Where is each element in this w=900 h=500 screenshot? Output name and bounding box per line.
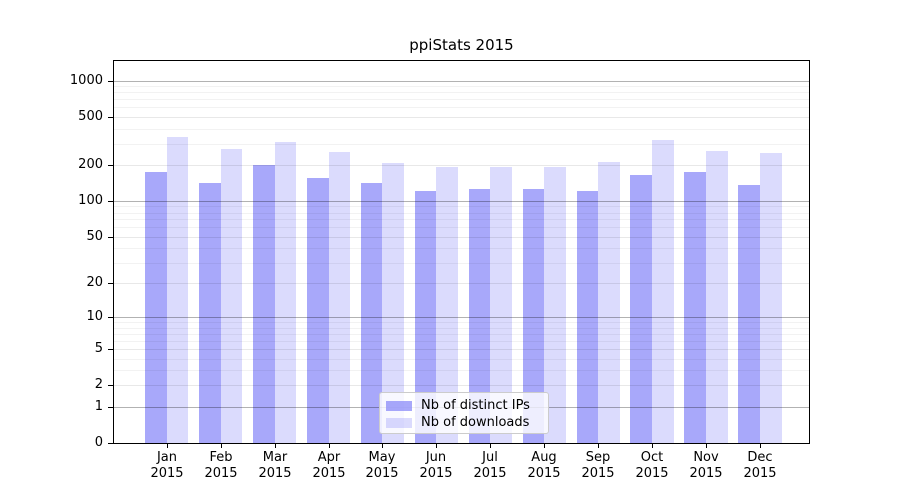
- y-tick-mark-5: [108, 349, 113, 350]
- x-tick-mark-sep: [598, 444, 599, 448]
- bar-distinct-ips-may: [360, 183, 383, 443]
- x-tick-mark-nov: [706, 444, 707, 448]
- x-tick-label-dec: Dec 2015: [743, 450, 777, 481]
- bar-distinct-ips-sep: [576, 190, 599, 443]
- x-tick-mark-feb: [221, 444, 222, 448]
- y-tick-mark-10: [108, 317, 113, 318]
- bar-downloads-aug: [544, 167, 566, 443]
- x-tick-label-jun: Jun 2015: [419, 450, 453, 481]
- bar-downloads-oct: [652, 139, 674, 443]
- x-tick-label-apr: Apr 2015: [312, 450, 346, 481]
- chart-title: ppiStats 2015: [409, 36, 514, 54]
- x-tick-label-sep: Sep 2015: [581, 450, 615, 481]
- x-tick-label-jan: Jan 2015: [150, 450, 184, 481]
- bar-downloads-apr: [328, 152, 351, 443]
- x-tick-label-nov: Nov 2015: [689, 450, 723, 481]
- y-tick-mark-200: [108, 165, 113, 166]
- bar-downloads-mar: [274, 141, 297, 443]
- y-tick-label-10: 10: [86, 309, 103, 324]
- bar-downloads-dec: [760, 153, 782, 443]
- x-tick-mark-oct: [652, 444, 653, 448]
- y-tick-mark-0: [108, 443, 113, 444]
- bar-distinct-ips-dec: [738, 184, 761, 443]
- bar-distinct-ips-nov: [684, 171, 707, 443]
- y-tick-label-5: 5: [94, 341, 103, 356]
- x-tick-mark-mar: [275, 444, 276, 448]
- y-tick-mark-20: [108, 283, 113, 284]
- x-tick-mark-aug: [544, 444, 545, 448]
- bar-downloads-may: [382, 162, 405, 443]
- legend-label-downloads: Nb of downloads: [421, 415, 530, 430]
- bar-downloads-feb: [220, 149, 243, 443]
- x-tick-mark-apr: [329, 444, 330, 448]
- legend: Nb of distinct IPs Nb of downloads: [379, 392, 549, 434]
- bar-distinct-ips-apr: [306, 177, 329, 443]
- bar-distinct-ips-jan: [145, 172, 167, 443]
- x-tick-label-feb: Feb 2015: [204, 450, 238, 481]
- bar-distinct-ips-feb: [198, 183, 221, 443]
- x-tick-label-aug: Aug 2015: [527, 450, 561, 481]
- y-tick-mark-100: [108, 201, 113, 202]
- y-tick-label-20: 20: [86, 275, 103, 290]
- legend-entry-downloads: Nb of downloads: [386, 414, 542, 431]
- y-tick-label-500: 500: [78, 109, 103, 124]
- y-tick-mark-2: [108, 385, 113, 386]
- x-tick-label-oct: Oct 2015: [635, 450, 669, 481]
- bar-downloads-jan: [166, 136, 189, 443]
- bar-distinct-ips-jun: [414, 190, 437, 443]
- bar-distinct-ips-jul: [468, 189, 491, 443]
- y-tick-label-100: 100: [78, 193, 103, 208]
- y-tick-mark-1: [108, 407, 113, 408]
- legend-swatch-distinct-ips: [386, 400, 412, 411]
- x-tick-label-mar: Mar 2015: [258, 450, 292, 481]
- x-tick-mark-jul: [490, 444, 491, 448]
- x-tick-mark-may: [382, 444, 383, 448]
- x-tick-mark-dec: [760, 444, 761, 448]
- bar-downloads-jun: [436, 167, 459, 443]
- y-tick-label-2: 2: [94, 377, 103, 392]
- y-tick-mark-1000: [108, 81, 113, 82]
- y-tick-mark-500: [108, 117, 113, 118]
- bars-layer: [114, 61, 809, 443]
- legend-entry-distinct-ips: Nb of distinct IPs: [386, 397, 542, 414]
- plot-area: Nb of distinct IPs Nb of downloads: [113, 60, 810, 444]
- y-tick-label-200: 200: [78, 157, 103, 172]
- y-tick-mark-50: [108, 237, 113, 238]
- bar-distinct-ips-oct: [630, 175, 653, 443]
- bar-downloads-sep: [598, 161, 620, 443]
- x-tick-label-may: May 2015: [365, 450, 399, 481]
- bar-distinct-ips-mar: [252, 165, 275, 443]
- y-tick-label-1000: 1000: [69, 73, 103, 88]
- x-tick-label-jul: Jul 2015: [473, 450, 507, 481]
- y-tick-label-50: 50: [86, 229, 103, 244]
- x-tick-mark-jun: [436, 444, 437, 448]
- bar-downloads-jul: [490, 166, 513, 443]
- bar-distinct-ips-aug: [522, 188, 545, 443]
- legend-label-distinct-ips: Nb of distinct IPs: [421, 398, 530, 413]
- bar-downloads-nov: [706, 151, 728, 443]
- y-tick-label-1: 1: [94, 399, 103, 414]
- legend-swatch-downloads: [386, 417, 412, 428]
- y-tick-label-0: 0: [94, 435, 103, 450]
- x-tick-mark-jan: [167, 444, 168, 448]
